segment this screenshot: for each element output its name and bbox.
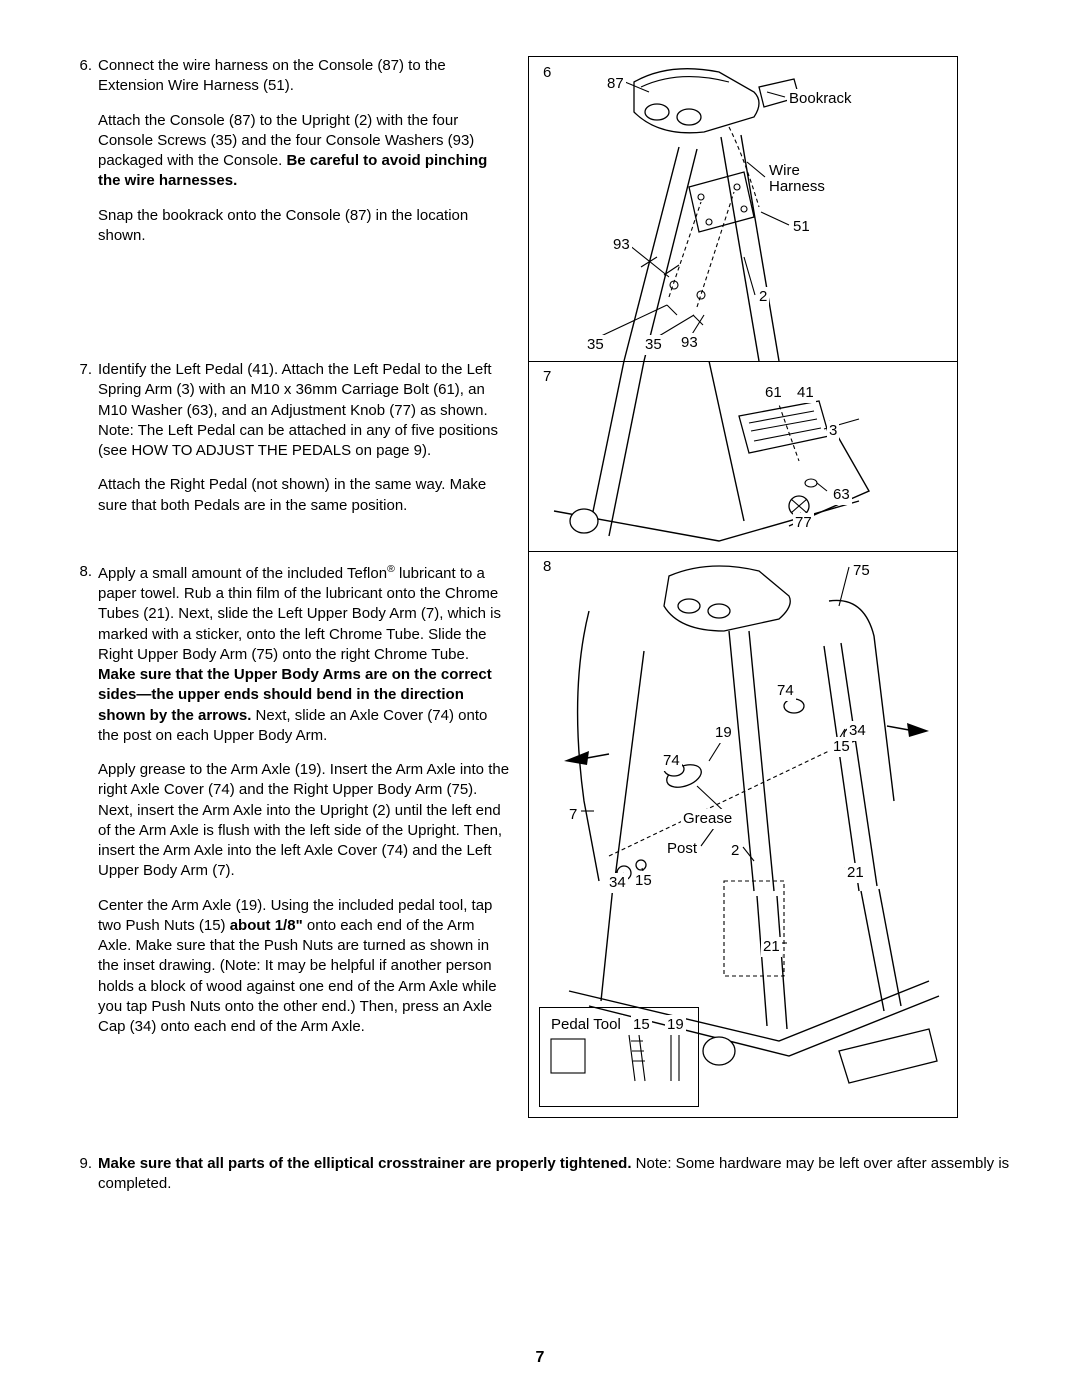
diagram-label-l15b: 15 bbox=[633, 871, 654, 891]
diagram-panel-6 bbox=[529, 57, 959, 361]
step-number: 6. bbox=[70, 56, 98, 346]
step-8-p3: Center the Arm Axle (19). Using the incl… bbox=[98, 896, 510, 1038]
step-8-p1: Apply a small amount of the included Tef… bbox=[98, 562, 510, 746]
step-8-p2: Apply grease to the Arm Axle (19). Inser… bbox=[98, 760, 510, 882]
diagram-label-d6: 6 bbox=[541, 63, 553, 83]
diagram-label-l41: 41 bbox=[795, 383, 816, 403]
diagram-label-i19: 19 bbox=[665, 1015, 686, 1035]
assembly-diagram: 687BookrackWireHarness519323535937614136… bbox=[528, 56, 958, 1118]
diagram-panel-7 bbox=[529, 361, 959, 551]
diagram-label-l2: 2 bbox=[757, 287, 769, 307]
diagram-label-post: Post bbox=[665, 839, 699, 859]
diagram-label-l21b: 21 bbox=[761, 937, 782, 957]
step-number: 9. bbox=[70, 1154, 98, 1195]
step-7-p1: Identify the Left Pedal (41). Attach the… bbox=[98, 360, 510, 461]
diagram-label-l87: 87 bbox=[605, 74, 626, 94]
diagram-label-l15a: 15 bbox=[831, 737, 852, 757]
step-number: 8. bbox=[70, 562, 98, 1038]
step-7: 7. Identify the Left Pedal (41). Attach … bbox=[70, 360, 510, 548]
diagram-label-pedaltool: Pedal Tool bbox=[549, 1015, 623, 1035]
diagram-label-l63: 63 bbox=[831, 485, 852, 505]
diagram-label-l2b: 2 bbox=[729, 841, 741, 861]
step-9: 9. Make sure that all parts of the ellip… bbox=[70, 1154, 1010, 1195]
step-8: 8. Apply a small amount of the included … bbox=[70, 562, 510, 1038]
diagram-label-d8: 8 bbox=[541, 557, 553, 577]
step-6-p1: Connect the wire harness on the Console … bbox=[98, 56, 510, 97]
diagram-label-l93b: 93 bbox=[679, 333, 700, 353]
step-7-p2: Attach the Right Pedal (not shown) in th… bbox=[98, 475, 510, 516]
diagram-label-bookrack: Bookrack bbox=[787, 89, 854, 109]
diagram-label-l74b: 74 bbox=[661, 751, 682, 771]
diagram-label-l7: 7 bbox=[567, 805, 579, 825]
diagram-label-l35b: 35 bbox=[643, 335, 664, 355]
diagram-label-l51: 51 bbox=[791, 217, 812, 237]
diagram-label-l19: 19 bbox=[713, 723, 734, 743]
diagram-label-l61: 61 bbox=[763, 383, 784, 403]
step-9-p1: Make sure that all parts of the elliptic… bbox=[98, 1154, 1010, 1195]
instruction-text-column: 6. Connect the wire harness on the Conso… bbox=[70, 56, 510, 1118]
diagram-label-l34b: 34 bbox=[607, 873, 628, 893]
diagram-label-grease: Grease bbox=[681, 809, 734, 829]
step-6-p2: Attach the Console (87) to the Upright (… bbox=[98, 111, 510, 192]
diagram-label-l3: 3 bbox=[827, 421, 839, 441]
diagram-label-l77: 77 bbox=[793, 513, 814, 533]
page-number: 7 bbox=[0, 1347, 1080, 1369]
diagram-label-wireharness2: Harness bbox=[767, 177, 827, 197]
step-6: 6. Connect the wire harness on the Conso… bbox=[70, 56, 510, 346]
diagram-label-l21a: 21 bbox=[845, 863, 866, 883]
diagram-label-l93a: 93 bbox=[611, 235, 632, 255]
diagram-label-i15: 15 bbox=[631, 1015, 652, 1035]
diagram-label-l74a: 74 bbox=[775, 681, 796, 701]
diagram-label-d7: 7 bbox=[541, 367, 553, 387]
step-number: 7. bbox=[70, 360, 98, 548]
diagram-label-l75: 75 bbox=[851, 561, 872, 581]
diagram-label-l35a: 35 bbox=[585, 335, 606, 355]
step-6-p3: Snap the bookrack onto the Console (87) … bbox=[98, 206, 510, 247]
